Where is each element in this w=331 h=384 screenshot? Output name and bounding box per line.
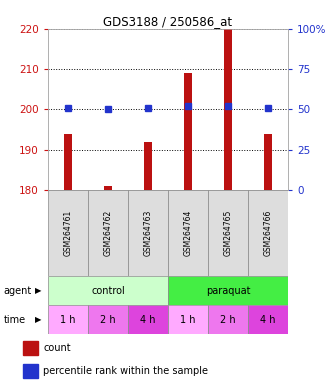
Text: GSM264761: GSM264761 [64, 210, 72, 257]
Bar [168, 276, 288, 305]
Text: ▶: ▶ [35, 315, 41, 324]
Bar [168, 305, 208, 334]
Text: count: count [43, 343, 71, 353]
Text: GSM264762: GSM264762 [104, 210, 113, 257]
Bar [128, 305, 168, 334]
Bar [168, 190, 208, 276]
Bar [23, 364, 38, 377]
Text: percentile rank within the sample: percentile rank within the sample [43, 366, 208, 376]
Text: time: time [3, 314, 25, 325]
Bar [48, 190, 88, 276]
Bar [248, 190, 288, 276]
Bar [144, 142, 152, 190]
Text: 2 h: 2 h [220, 314, 236, 325]
Text: agent: agent [3, 286, 31, 296]
Text: paraquat: paraquat [206, 286, 250, 296]
Bar [48, 305, 88, 334]
Bar [88, 305, 128, 334]
Bar [104, 186, 112, 190]
Bar [65, 134, 71, 190]
Bar [128, 190, 168, 276]
Bar [224, 29, 232, 190]
Bar [88, 190, 128, 276]
Bar [248, 305, 288, 334]
Text: 1 h: 1 h [180, 314, 196, 325]
Text: control: control [91, 286, 125, 296]
Bar [23, 341, 38, 355]
Title: GDS3188 / 250586_at: GDS3188 / 250586_at [103, 15, 233, 28]
Bar [264, 134, 271, 190]
Text: 4 h: 4 h [140, 314, 156, 325]
Bar [208, 190, 248, 276]
Bar [184, 73, 192, 190]
Text: 2 h: 2 h [100, 314, 116, 325]
Text: GSM264765: GSM264765 [223, 210, 232, 257]
Text: GSM264766: GSM264766 [263, 210, 272, 257]
Text: 4 h: 4 h [260, 314, 276, 325]
Text: ▶: ▶ [35, 286, 41, 295]
Text: GSM264764: GSM264764 [183, 210, 193, 257]
Bar [48, 276, 168, 305]
Text: GSM264763: GSM264763 [143, 210, 153, 257]
Bar [208, 305, 248, 334]
Text: 1 h: 1 h [60, 314, 76, 325]
